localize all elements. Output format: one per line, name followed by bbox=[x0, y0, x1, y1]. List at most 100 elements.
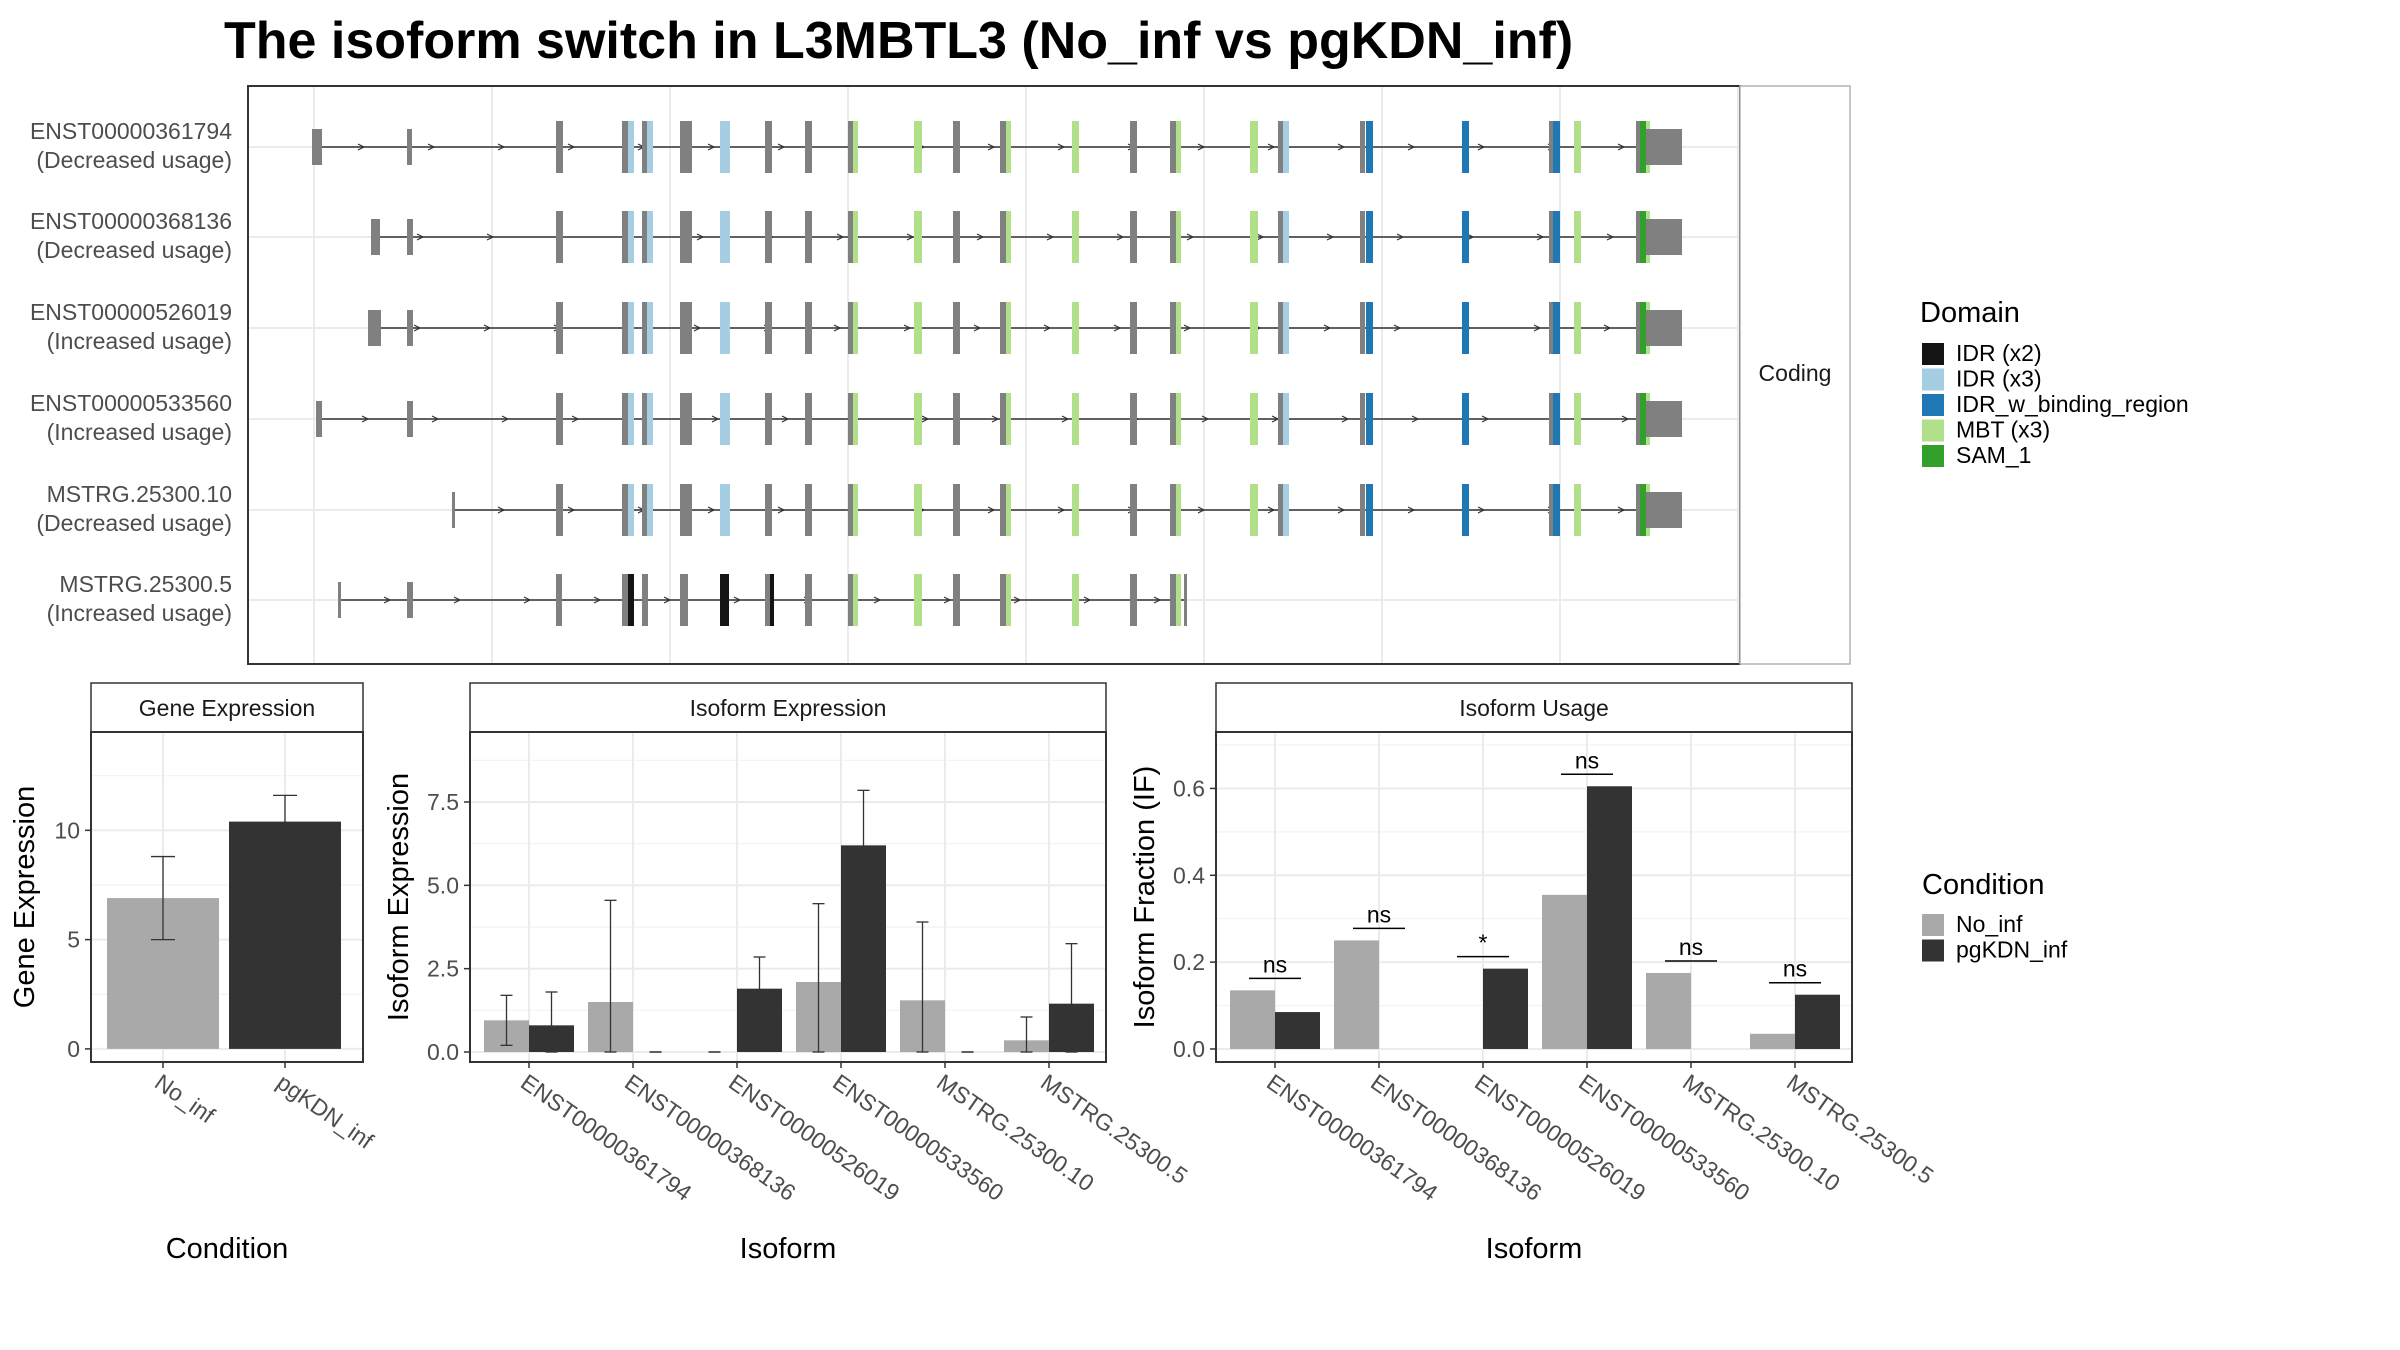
domain-legend-label: IDR_w_binding_region bbox=[1956, 391, 2189, 417]
y-tick-label: 0.6 bbox=[1173, 775, 1205, 801]
y-tick-label: 7.5 bbox=[427, 789, 459, 815]
domain-exon bbox=[1250, 121, 1258, 173]
intron-direction-icon bbox=[1186, 233, 1195, 241]
exon bbox=[556, 393, 563, 445]
intron-direction-icon bbox=[1621, 415, 1630, 423]
domain-exon bbox=[1072, 393, 1079, 445]
domain-exon bbox=[1553, 121, 1560, 173]
intron-direction-icon bbox=[973, 324, 982, 332]
bar bbox=[1750, 1033, 1795, 1049]
domain-exon bbox=[1072, 574, 1079, 626]
domain-exon bbox=[720, 574, 729, 626]
exon bbox=[953, 393, 960, 445]
exon bbox=[642, 302, 648, 354]
intron-direction-icon bbox=[707, 143, 716, 151]
domain-exon bbox=[1553, 302, 1560, 354]
intron-direction-icon bbox=[567, 506, 576, 514]
exon bbox=[848, 393, 854, 445]
domain-exon bbox=[1366, 302, 1373, 354]
plot-bg bbox=[1216, 732, 1852, 1062]
intron-direction-icon bbox=[416, 233, 425, 241]
intron-direction-icon bbox=[1256, 233, 1265, 241]
domain-exon bbox=[647, 393, 653, 445]
domain-exon bbox=[647, 302, 653, 354]
intron-direction-icon bbox=[1116, 233, 1125, 241]
utr-exon bbox=[1646, 310, 1682, 346]
intron-direction-icon bbox=[696, 233, 705, 241]
condition-legend-label: pgKDN_inf bbox=[1956, 937, 2068, 963]
x-tick-label: ENST00000533560 bbox=[1574, 1069, 1754, 1206]
structure-panel-bg bbox=[248, 86, 1740, 664]
exon bbox=[848, 302, 854, 354]
utr-exon bbox=[1646, 129, 1682, 165]
isoform-usage-label: (Increased usage) bbox=[47, 419, 232, 445]
bar bbox=[1646, 972, 1691, 1049]
exon bbox=[848, 211, 854, 263]
bar bbox=[1334, 940, 1379, 1049]
bar bbox=[1483, 968, 1528, 1049]
domain-legend-swatch bbox=[1922, 445, 1944, 467]
intron-direction-icon bbox=[1393, 324, 1402, 332]
domain-exon bbox=[853, 393, 858, 445]
panel-title: Isoform Usage bbox=[1459, 695, 1609, 721]
exon bbox=[1360, 393, 1365, 445]
exon bbox=[805, 121, 812, 173]
intron-direction-icon bbox=[1046, 233, 1055, 241]
exon bbox=[1636, 302, 1641, 354]
isoform-label: MSTRG.25300.10 bbox=[47, 481, 232, 507]
intron-direction-icon bbox=[1267, 143, 1276, 151]
domain-exon bbox=[647, 211, 653, 263]
y-tick-label: 5.0 bbox=[427, 872, 459, 898]
intron-direction-icon bbox=[427, 143, 436, 151]
exon bbox=[622, 574, 629, 626]
exon bbox=[1170, 393, 1177, 445]
panel-title: Gene Expression bbox=[139, 695, 315, 721]
significance-label: ns bbox=[1575, 747, 1599, 773]
exon bbox=[848, 121, 854, 173]
utr-exon bbox=[407, 582, 413, 618]
x-axis-title: Condition bbox=[166, 1233, 289, 1265]
exon bbox=[1000, 302, 1007, 354]
utr-exon bbox=[407, 219, 413, 255]
domain-legend-swatch bbox=[1922, 394, 1944, 416]
exon bbox=[556, 121, 563, 173]
intron-direction-icon bbox=[777, 506, 786, 514]
domain-exon bbox=[647, 121, 653, 173]
sam-domain-exon bbox=[1640, 484, 1646, 536]
domain-exon bbox=[1006, 574, 1011, 626]
domain-exon bbox=[720, 121, 730, 173]
exon bbox=[1130, 574, 1137, 626]
intron-direction-icon bbox=[1013, 596, 1022, 604]
domain-exon bbox=[720, 484, 730, 536]
panel-strip bbox=[1215, 682, 1853, 733]
bar bbox=[229, 821, 341, 1049]
plot-border bbox=[1215, 731, 1853, 1063]
intron-direction-icon bbox=[357, 143, 366, 151]
domain-exon bbox=[914, 121, 922, 173]
exon bbox=[1130, 302, 1137, 354]
utr-exon bbox=[1646, 401, 1682, 437]
domain-legend-swatch bbox=[1922, 343, 1944, 365]
exon bbox=[1184, 574, 1187, 626]
exon bbox=[1636, 484, 1641, 536]
x-tick-label: ENST00000361794 bbox=[1262, 1069, 1443, 1206]
intron-direction-icon bbox=[663, 596, 672, 604]
domain-legend-label: SAM_1 bbox=[1956, 442, 2031, 468]
x-tick-label: ENST00000368136 bbox=[1366, 1069, 1546, 1206]
exon bbox=[1278, 302, 1283, 354]
domain-exon bbox=[1283, 484, 1289, 536]
intron-direction-icon bbox=[943, 596, 952, 604]
intron-direction-icon bbox=[1323, 324, 1332, 332]
domain-exon bbox=[1574, 302, 1581, 354]
domain-exon bbox=[914, 302, 922, 354]
exon bbox=[1549, 121, 1553, 173]
domain-exon bbox=[1250, 393, 1258, 445]
exon bbox=[680, 211, 692, 263]
exon bbox=[1549, 393, 1553, 445]
exon bbox=[680, 121, 692, 173]
domain-exon bbox=[853, 302, 858, 354]
x-tick-label: ENST00000526019 bbox=[724, 1069, 904, 1206]
domain-exon bbox=[1283, 211, 1289, 263]
domain-exon bbox=[1072, 302, 1079, 354]
exon bbox=[765, 574, 771, 626]
